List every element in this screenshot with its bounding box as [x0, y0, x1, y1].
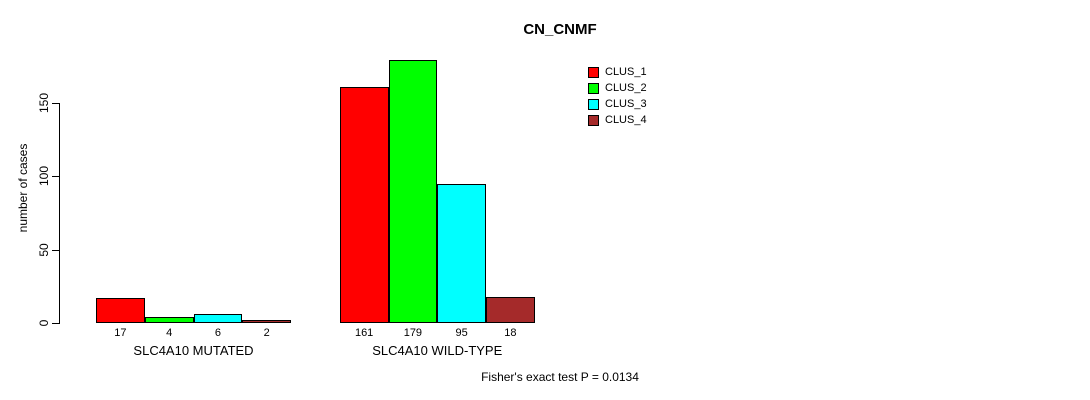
- legend-item-CLUS_1: CLUS_1: [588, 64, 647, 80]
- legend: CLUS_1 CLUS_2 CLUS_3 CLUS_4: [588, 64, 647, 128]
- y-axis-line: [59, 103, 60, 324]
- legend-label: CLUS_3: [605, 98, 647, 110]
- legend-swatch-CLUS_1: [588, 66, 599, 78]
- legend-item-CLUS_3: CLUS_3: [588, 96, 647, 112]
- bar-CLUS_3-2: [437, 184, 486, 323]
- bar-CLUS_4-1: [242, 320, 291, 323]
- y-axis-tick: [52, 323, 60, 324]
- legend-swatch-CLUS_2: [588, 82, 599, 94]
- bar-value-label: 6: [214, 327, 221, 339]
- chart-title: CN_CNMF: [523, 21, 597, 38]
- x-group-label: SLC4A10 WILD-TYPE: [372, 343, 503, 358]
- x-group-label: SLC4A10 MUTATED: [133, 343, 254, 358]
- legend-item-CLUS_4: CLUS_4: [588, 112, 647, 128]
- legend-label: CLUS_4: [605, 114, 647, 126]
- legend-swatch-CLUS_4: [588, 114, 599, 126]
- bar-CLUS_4-2: [486, 297, 535, 323]
- fisher-test-annotation: Fisher's exact test P = 0.0134: [481, 370, 639, 384]
- legend-swatch-CLUS_3: [588, 98, 599, 110]
- bar-value-label: 161: [354, 327, 374, 339]
- bar-value-label: 17: [114, 327, 127, 339]
- bar-CLUS_3-1: [194, 314, 242, 323]
- bar-value-label: 4: [166, 327, 173, 339]
- legend-label: CLUS_1: [605, 66, 647, 78]
- bar-CLUS_2-1: [145, 317, 194, 323]
- legend-label: CLUS_2: [605, 82, 647, 94]
- bar-value-label: 179: [403, 327, 423, 339]
- bar-CLUS_1-1: [96, 298, 145, 323]
- y-axis-tick: [52, 176, 60, 177]
- bar-CLUS_1-2: [340, 87, 389, 323]
- bar-CLUS_2-2: [389, 60, 437, 323]
- bar-value-label: 2: [263, 327, 270, 339]
- y-axis-tick: [52, 250, 60, 251]
- bar-value-label: 18: [504, 327, 517, 339]
- y-axis-tick: [52, 103, 60, 104]
- legend-item-CLUS_2: CLUS_2: [588, 80, 647, 96]
- bar-value-label: 95: [455, 327, 468, 339]
